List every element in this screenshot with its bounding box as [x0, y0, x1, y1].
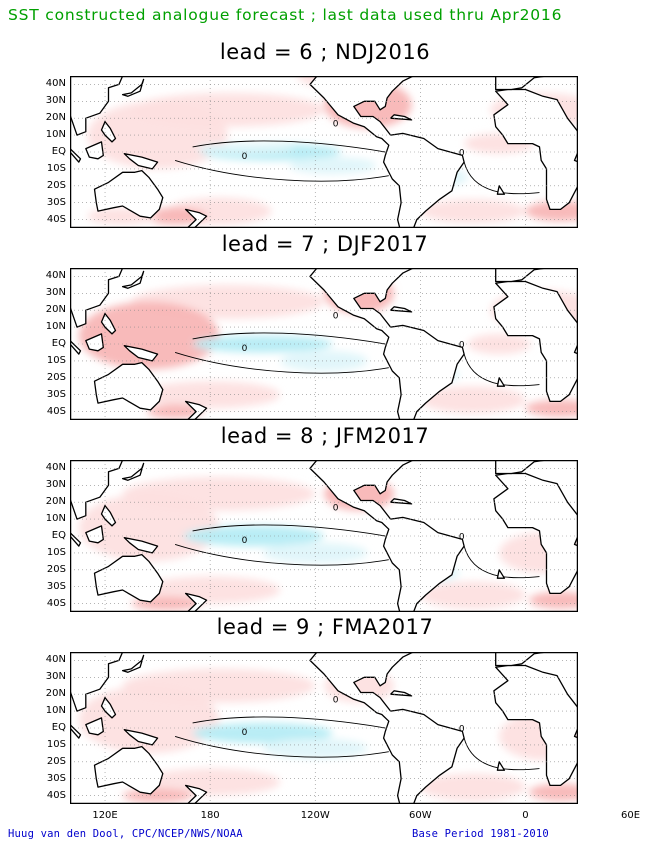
lat-label: 10S [46, 546, 66, 558]
zero-contour [174, 524, 540, 579]
lat-label: 40S [46, 213, 66, 225]
lat-label: 30N [45, 95, 66, 107]
lat-label: 20N [45, 496, 66, 508]
lat-label: 30S [46, 772, 66, 784]
lat-label: 20S [46, 371, 66, 383]
lat-label: 40S [46, 789, 66, 801]
contour-label: 0 [333, 120, 339, 130]
base-period-text: Base Period 1981-2010 [412, 828, 549, 840]
panel-title: lead = 6 ; NDJ2016 [219, 40, 431, 64]
contour-label: 0 [459, 724, 465, 734]
lat-label: 10N [45, 705, 66, 717]
lon-label: 180 [200, 810, 220, 821]
lat-label: 40N [45, 654, 66, 666]
sst-anomaly-map: 0 0 0 [70, 652, 578, 804]
contour-label: 0 [242, 536, 248, 546]
sst-anomaly-map: 0 0 0 [70, 268, 578, 420]
lat-label: 30N [45, 671, 66, 683]
coastlines [70, 76, 578, 228]
zero-contour [174, 332, 540, 387]
lat-label: 20N [45, 688, 66, 700]
lon-label: 60W [409, 810, 432, 821]
lat-label: 30N [45, 287, 66, 299]
lat-label: EQ [51, 146, 66, 157]
lat-label: EQ [51, 338, 66, 349]
lat-label: 10N [45, 321, 66, 333]
contour-label: 0 [333, 696, 339, 706]
lat-label: EQ [51, 530, 66, 541]
zero-contour [174, 716, 540, 771]
lat-label: 30S [46, 196, 66, 208]
panel-title: lead = 8 ; JFM2017 [220, 424, 430, 448]
lat-label: 30N [45, 479, 66, 491]
contour-label: 0 [242, 152, 248, 162]
lat-label: 10N [45, 513, 66, 525]
contour-label: 0 [242, 728, 248, 738]
zero-contour [174, 140, 540, 195]
lat-label: EQ [51, 722, 66, 733]
lon-label: 120E [92, 810, 118, 821]
coastlines [70, 460, 578, 612]
lat-label: 20S [46, 179, 66, 191]
contour-label: 0 [459, 532, 465, 542]
panel-title: lead = 9 ; FMA2017 [216, 615, 434, 639]
lat-label: 10S [46, 354, 66, 366]
credit-text: Huug van den Dool, CPC/NCEP/NWS/NOAA [8, 828, 243, 840]
contour-label: 0 [333, 312, 339, 322]
lat-label: 40N [45, 462, 66, 474]
lon-label: 0 [522, 810, 529, 821]
coastlines [70, 268, 578, 420]
panel-title: lead = 7 ; DJF2017 [221, 232, 429, 256]
lat-label: 20N [45, 112, 66, 124]
lat-label: 40N [45, 78, 66, 90]
contour-label: 0 [333, 504, 339, 514]
sst-anomaly-map: 0 0 0 [70, 460, 578, 612]
contour-label: 0 [242, 344, 248, 354]
lat-label: 30S [46, 580, 66, 592]
lat-label: 40N [45, 270, 66, 282]
contour-label: 0 [459, 340, 465, 350]
sst-anomaly-map: 0 0 0 [70, 76, 578, 228]
lat-label: 10N [45, 129, 66, 141]
lat-label: 40S [46, 597, 66, 609]
lon-label: 120W [300, 810, 330, 821]
lat-label: 10S [46, 738, 66, 750]
contour-label: 0 [459, 148, 465, 158]
lon-label: 60E [621, 810, 641, 821]
lat-label: 30S [46, 388, 66, 400]
lat-label: 20S [46, 755, 66, 767]
lat-label: 20N [45, 304, 66, 316]
lat-label: 20S [46, 563, 66, 575]
lat-label: 40S [46, 405, 66, 417]
figure-header: SST constructed analogue forecast ; last… [8, 6, 563, 24]
coastlines [70, 652, 578, 804]
lat-label: 10S [46, 162, 66, 174]
